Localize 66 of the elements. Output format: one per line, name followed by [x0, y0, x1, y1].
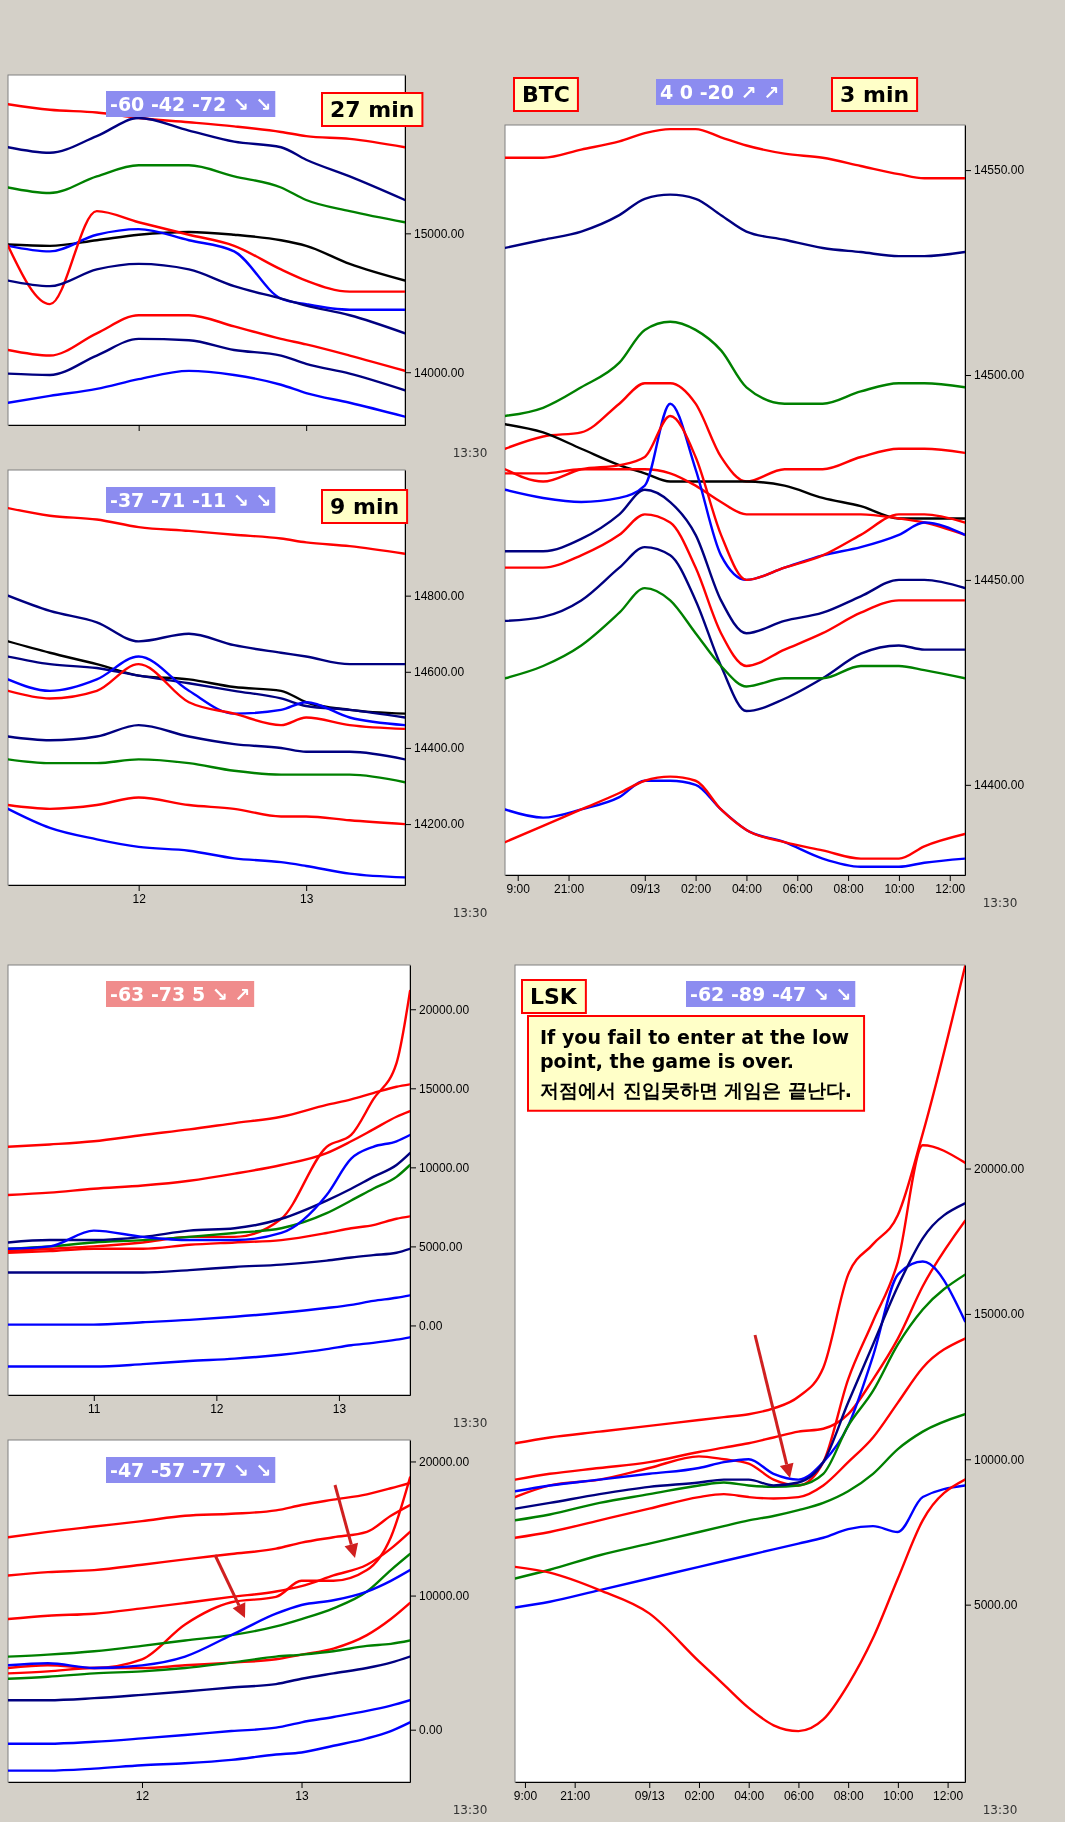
annotation: 9 min — [330, 494, 400, 519]
annotation: -47 -57 -77 ↘ ↘ — [110, 1459, 272, 1481]
x-tick-label: 02:00 — [684, 1788, 715, 1803]
x-tick-label: 13 — [299, 891, 314, 906]
x-tick-label: 13 — [332, 1401, 347, 1416]
text: BTC — [522, 82, 570, 107]
y-tick-label: 10000.00 — [419, 1160, 470, 1175]
y-tick-label: 14800.00 — [414, 588, 465, 603]
text: 13:30 — [452, 1803, 488, 1817]
y-tick-label: 5000.00 — [419, 1239, 463, 1254]
y-tick-label: 20000.00 — [419, 1454, 470, 1469]
y-tick-label: 5000.00 — [974, 1597, 1018, 1612]
x-tick-label: 08:00 — [833, 881, 864, 896]
y-tick-label: 14500.00 — [974, 368, 1025, 383]
y-tick-label: 14000.00 — [414, 365, 465, 380]
y-tick-label: 0.00 — [419, 1723, 443, 1738]
x-tick-label: 04:00 — [734, 1788, 765, 1803]
text: 13:30 — [452, 446, 488, 460]
x-tick-label: 04:00 — [731, 881, 763, 896]
text: 13:30 — [982, 1803, 1018, 1817]
x-tick-label: 06:00 — [783, 1788, 815, 1803]
text: 4 0 -20 ↗ ↗ — [660, 81, 780, 103]
x-tick-label: 12 — [210, 1401, 224, 1416]
y-tick-label: 14550.00 — [974, 163, 1025, 178]
x-tick-label: 08:00 — [833, 1788, 864, 1803]
text: 13:30 — [452, 1416, 488, 1430]
annotation: If you fail to enter at the low point, the game is over. — [540, 1026, 850, 1072]
annotation: -60 -42 -72 ↘ ↘ — [110, 93, 272, 115]
x-tick-label: 09/13 — [630, 881, 661, 896]
x-tick-label: 06:00 — [782, 881, 814, 896]
y-tick-label: 14400.00 — [974, 778, 1025, 793]
text: 3 min — [840, 82, 910, 107]
annotation: -62 -89 -47 ↘ ↘ — [690, 983, 852, 1005]
x-tick-label: 10:00 — [884, 881, 915, 896]
y-tick-label: 15000.00 — [414, 226, 465, 241]
x-tick-label: 12:00 — [933, 1788, 964, 1803]
text: 13:30 — [982, 896, 1018, 910]
x-tick-label: 21:00 — [560, 1788, 591, 1803]
text: 13:30 — [452, 906, 488, 920]
x-tick-label: 12 — [132, 891, 147, 906]
x-tick-label: 9:00 — [513, 1788, 538, 1803]
y-tick-label: 14200.00 — [414, 817, 465, 832]
y-tick-label: 20000.00 — [974, 1161, 1025, 1176]
y-tick-label: 20000.00 — [419, 1002, 470, 1017]
annotation: 27 min — [330, 97, 415, 122]
y-tick-label: 0.00 — [419, 1318, 443, 1333]
annotation: 저점에서 진입못하면 게임은 끝난다. — [540, 1078, 853, 1101]
y-tick-label: 15000.00 — [419, 1081, 470, 1096]
y-tick-label: 10000.00 — [974, 1452, 1025, 1467]
y-tick-label: 14600.00 — [414, 665, 465, 680]
annotation: -37 -71 -11 ↘ ↘ — [110, 489, 272, 511]
x-tick-label: 12:00 — [935, 881, 966, 896]
annotation: LSK — [530, 984, 578, 1009]
y-tick-label: 10000.00 — [419, 1588, 470, 1603]
x-tick-label: 11 — [88, 1401, 101, 1416]
y-tick-label: 14450.00 — [974, 573, 1025, 588]
y-tick-label: 14400.00 — [414, 741, 465, 756]
annotation: -63 -73 5 ↘ ↗ — [110, 983, 251, 1005]
y-tick-label: 15000.00 — [974, 1307, 1025, 1322]
x-tick-label: 10:00 — [883, 1788, 914, 1803]
x-tick-label: 13 — [295, 1788, 310, 1803]
x-tick-label: 09/13 — [634, 1788, 666, 1803]
x-tick-label: 21:00 — [554, 881, 585, 896]
x-tick-label: 12 — [135, 1788, 150, 1803]
x-tick-label: 9:00 — [506, 881, 531, 896]
x-tick-label: 02:00 — [681, 881, 712, 896]
